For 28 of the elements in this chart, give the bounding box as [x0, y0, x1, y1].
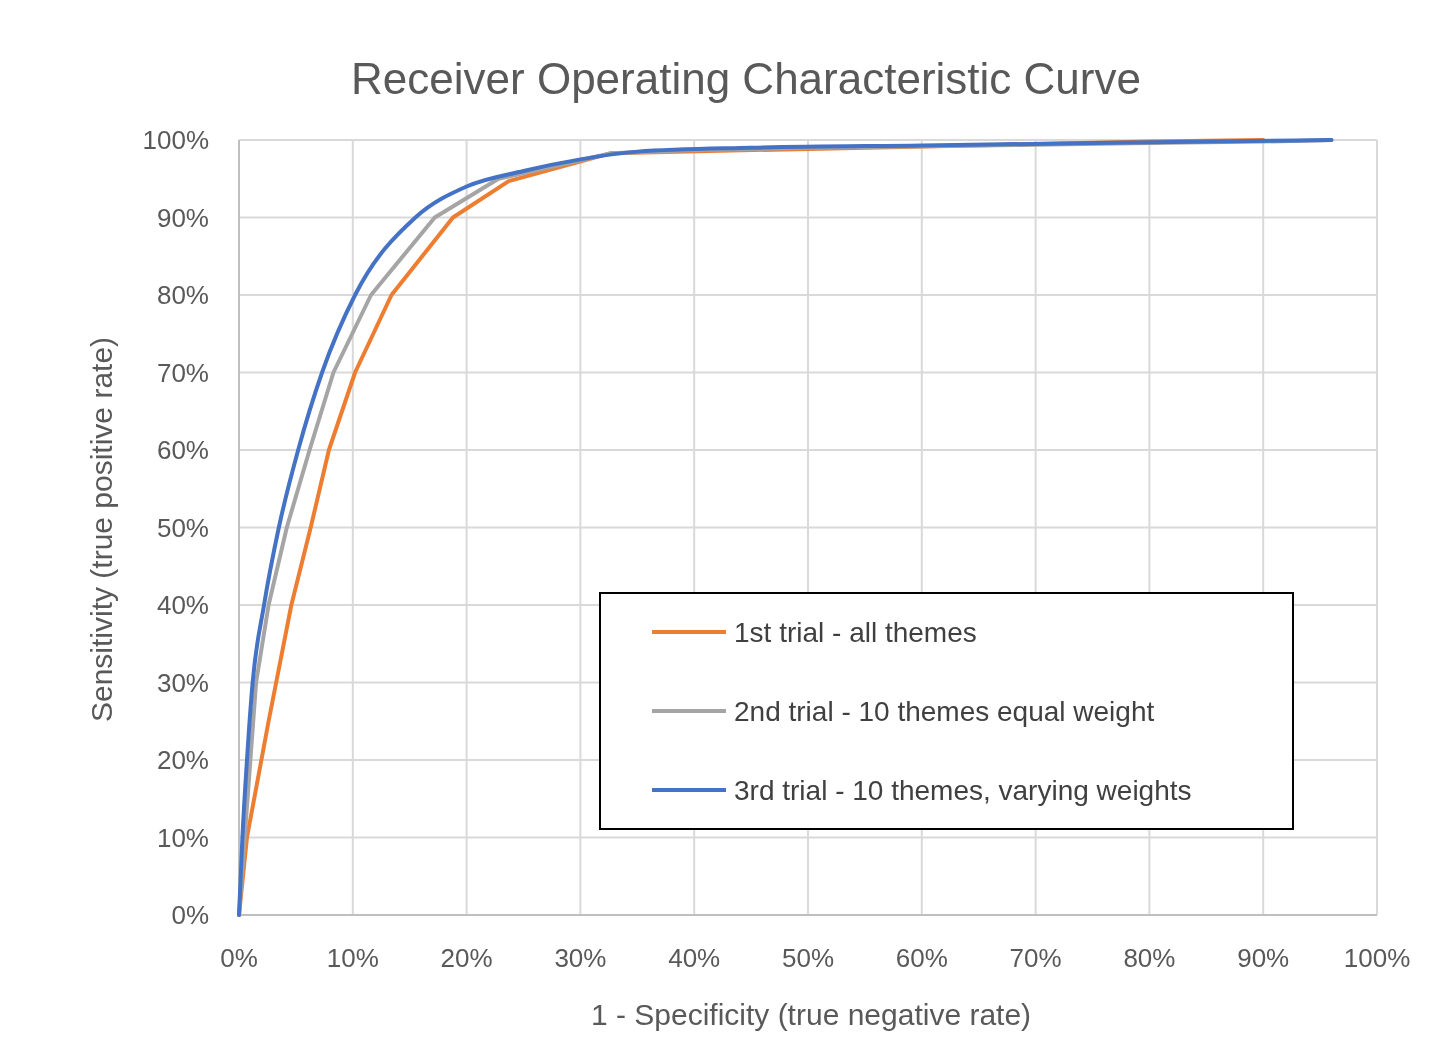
x-tick-label: 0%	[220, 943, 258, 973]
x-tick-label: 10%	[326, 943, 379, 973]
x-tick-label: 20%	[440, 943, 493, 973]
y-tick-label: 90%	[156, 202, 209, 233]
legend-label: 1st trial - all themes	[734, 616, 977, 648]
y-tick-label: 50%	[156, 512, 209, 543]
x-tick-label: 30%	[554, 943, 607, 973]
x-tick-label: 60%	[895, 943, 948, 973]
y-tick-label: 0%	[171, 900, 209, 931]
y-tick-label: 20%	[156, 745, 209, 776]
y-tick-label: 100%	[142, 125, 209, 156]
legend-label: 3rd trial - 10 themes, varying weights	[734, 774, 1192, 806]
x-tick-label: 90%	[1237, 943, 1290, 973]
x-tick-label: 40%	[668, 943, 721, 973]
y-tick-label: 40%	[156, 590, 209, 621]
x-tick-label: 100%	[1343, 943, 1411, 973]
y-tick-label: 30%	[156, 667, 209, 698]
y-tick-label: 10%	[156, 822, 209, 853]
legend-label: 2nd trial - 10 themes equal weight	[734, 695, 1155, 727]
y-axis-title: Sensitivity (true positive rate)	[85, 336, 118, 723]
y-tick-label: 70%	[156, 357, 209, 388]
x-axis-title: 1 - Specificity (true negative rate)	[590, 998, 1032, 1031]
chart-title: Receiver Operating Characteristic Curve	[351, 54, 1141, 103]
x-tick-label: 80%	[1123, 943, 1176, 973]
y-tick-label: 80%	[156, 280, 209, 311]
x-tick-label: 70%	[1009, 943, 1062, 973]
y-tick-label: 60%	[156, 435, 209, 466]
x-tick-label: 50%	[781, 943, 835, 973]
